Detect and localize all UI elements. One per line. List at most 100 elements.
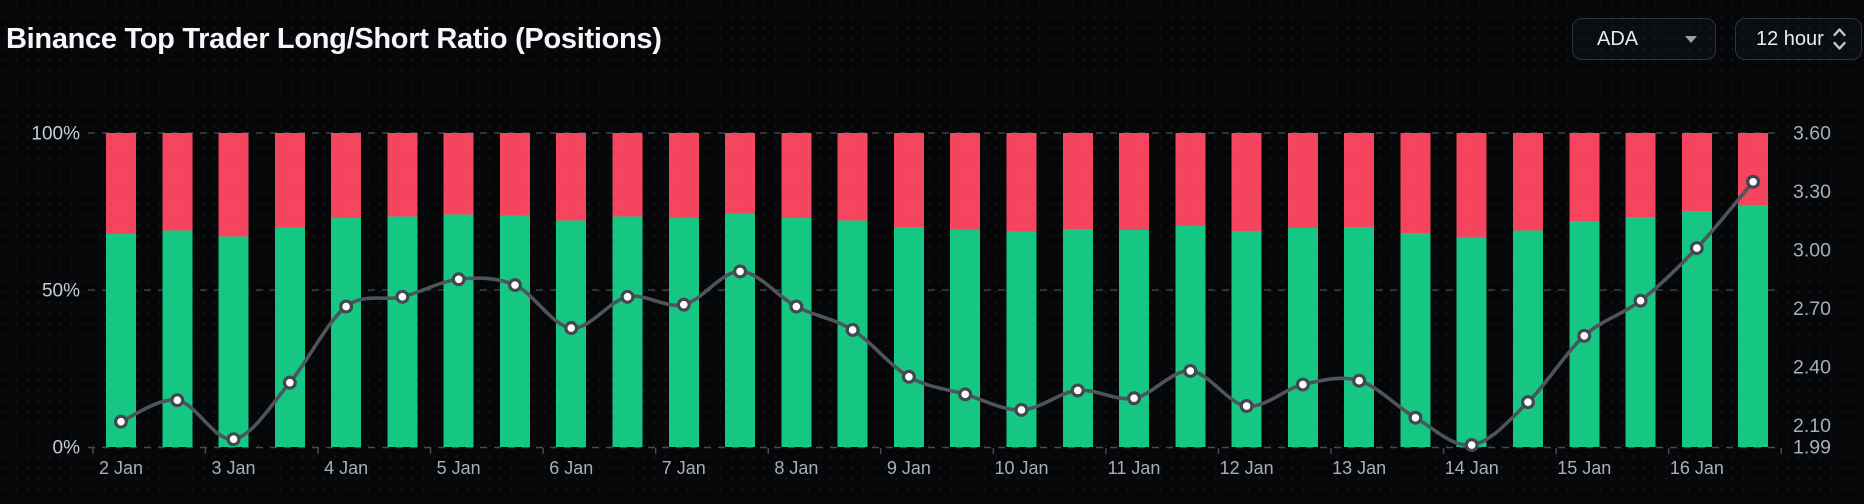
x-axis-label: 15 Jan	[1557, 458, 1611, 478]
ratio-dot	[1183, 363, 1198, 378]
short-bar	[781, 133, 812, 218]
interval-select[interactable]: 12 hour	[1735, 18, 1862, 60]
chevron-down-icon	[1685, 35, 1697, 43]
chart-controls: ADA 12 hour	[1572, 18, 1862, 60]
x-axis-label: 10 Jan	[994, 458, 1048, 478]
short-bar	[893, 133, 924, 227]
ratio-line	[119, 179, 1755, 447]
ratio-dot	[451, 272, 466, 287]
ratio-dot	[901, 369, 916, 384]
long-bar	[668, 217, 699, 447]
x-axis-label: 5 Jan	[437, 458, 481, 478]
short-bar	[218, 133, 249, 237]
long-bar	[1119, 230, 1150, 447]
long-bar	[781, 217, 812, 447]
short-bar	[274, 133, 305, 228]
long-bar	[218, 236, 249, 447]
right-axis-tick-label: 3.00	[1793, 240, 1831, 262]
long-bar	[1231, 230, 1262, 447]
short-bar	[950, 133, 981, 230]
ratio-dot	[620, 289, 635, 304]
ratio-dot	[1408, 410, 1423, 425]
short-bar	[1625, 133, 1656, 217]
x-axis-label: 13 Jan	[1332, 458, 1386, 478]
ratio-dot	[1070, 383, 1085, 398]
long-bar	[274, 227, 305, 447]
ratio-dot	[1520, 395, 1535, 410]
chart-header: Binance Top Trader Long/Short Ratio (Pos…	[0, 0, 1864, 80]
ratio-dot	[1633, 293, 1648, 308]
short-bar	[1513, 133, 1543, 231]
long-bar	[950, 229, 981, 447]
x-axis-label: 2 Jan	[99, 458, 143, 478]
ratio-dot	[1577, 328, 1592, 343]
ratio-dot	[170, 393, 185, 408]
short-bar	[668, 133, 699, 218]
symbol-select-value: ADA	[1597, 27, 1639, 50]
chart-title: Binance Top Trader Long/Short Ratio (Pos…	[6, 23, 662, 55]
long-bar	[612, 216, 643, 447]
symbol-select[interactable]: ADA	[1572, 18, 1716, 60]
long-bar	[443, 214, 474, 447]
short-bar	[556, 133, 587, 221]
long-bar	[1625, 216, 1656, 447]
long-bar	[499, 215, 530, 447]
long-bar	[893, 226, 924, 447]
ratio-dot	[845, 322, 860, 337]
x-axis-label: 9 Jan	[887, 458, 931, 478]
left-axis-tick-label: 0%	[53, 438, 81, 459]
ratio-dot	[1239, 399, 1254, 414]
x-axis-label: 14 Jan	[1445, 458, 1499, 478]
short-bar	[1287, 133, 1318, 228]
long-bar	[1738, 205, 1769, 447]
long-bar	[331, 217, 362, 447]
long-bar	[387, 216, 418, 447]
short-bar	[1569, 133, 1600, 222]
short-bar	[1062, 133, 1093, 229]
long-bar	[1456, 237, 1487, 447]
right-axis-tick-label: 2.70	[1793, 298, 1831, 320]
long-bar	[106, 233, 136, 447]
x-axis-label: 11 Jan	[1108, 458, 1161, 478]
short-bar	[1456, 133, 1487, 238]
x-axis-label: 7 Jan	[662, 458, 706, 478]
short-bar	[499, 133, 530, 216]
ratio-dot	[282, 375, 297, 390]
short-bar	[1400, 133, 1431, 233]
ratio-dot	[507, 278, 522, 293]
up-down-stepper-icon	[1833, 28, 1846, 50]
left-axis-tick-label: 100%	[31, 124, 80, 145]
long-bar	[1062, 228, 1093, 447]
left-axis-tick-label: 50%	[42, 281, 80, 302]
ratio-dot	[226, 432, 241, 447]
ratio-dot	[339, 299, 354, 314]
right-axis-tick-label: 1.99	[1793, 437, 1831, 459]
ratio-dot	[676, 297, 691, 312]
long-bar	[1287, 227, 1318, 447]
long-bar	[1344, 227, 1375, 447]
short-bar	[387, 133, 418, 217]
interval-select-value: 12 hour	[1756, 27, 1824, 50]
ratio-dot	[1127, 391, 1142, 406]
long-bar	[1175, 225, 1206, 447]
ratio-dot	[1746, 174, 1761, 189]
long-bar	[725, 213, 756, 447]
ratio-dot	[1295, 377, 1310, 392]
ratio-dot	[564, 321, 579, 336]
short-bar	[443, 133, 474, 215]
short-bar	[725, 133, 756, 214]
x-axis-label: 12 Jan	[1220, 458, 1274, 478]
right-axis-tick-label: 3.60	[1793, 123, 1831, 145]
right-axis-tick-label: 2.10	[1793, 415, 1831, 437]
x-axis-label: 3 Jan	[212, 458, 256, 478]
ratio-dot	[1689, 241, 1704, 256]
short-bar	[1344, 133, 1375, 228]
short-bar	[1006, 133, 1037, 232]
short-bar	[162, 133, 193, 231]
short-bar	[1681, 133, 1712, 212]
right-axis-tick-label: 3.30	[1793, 181, 1831, 203]
short-bar	[1175, 133, 1206, 226]
ratio-dot	[1352, 373, 1367, 388]
short-bar	[612, 133, 643, 217]
